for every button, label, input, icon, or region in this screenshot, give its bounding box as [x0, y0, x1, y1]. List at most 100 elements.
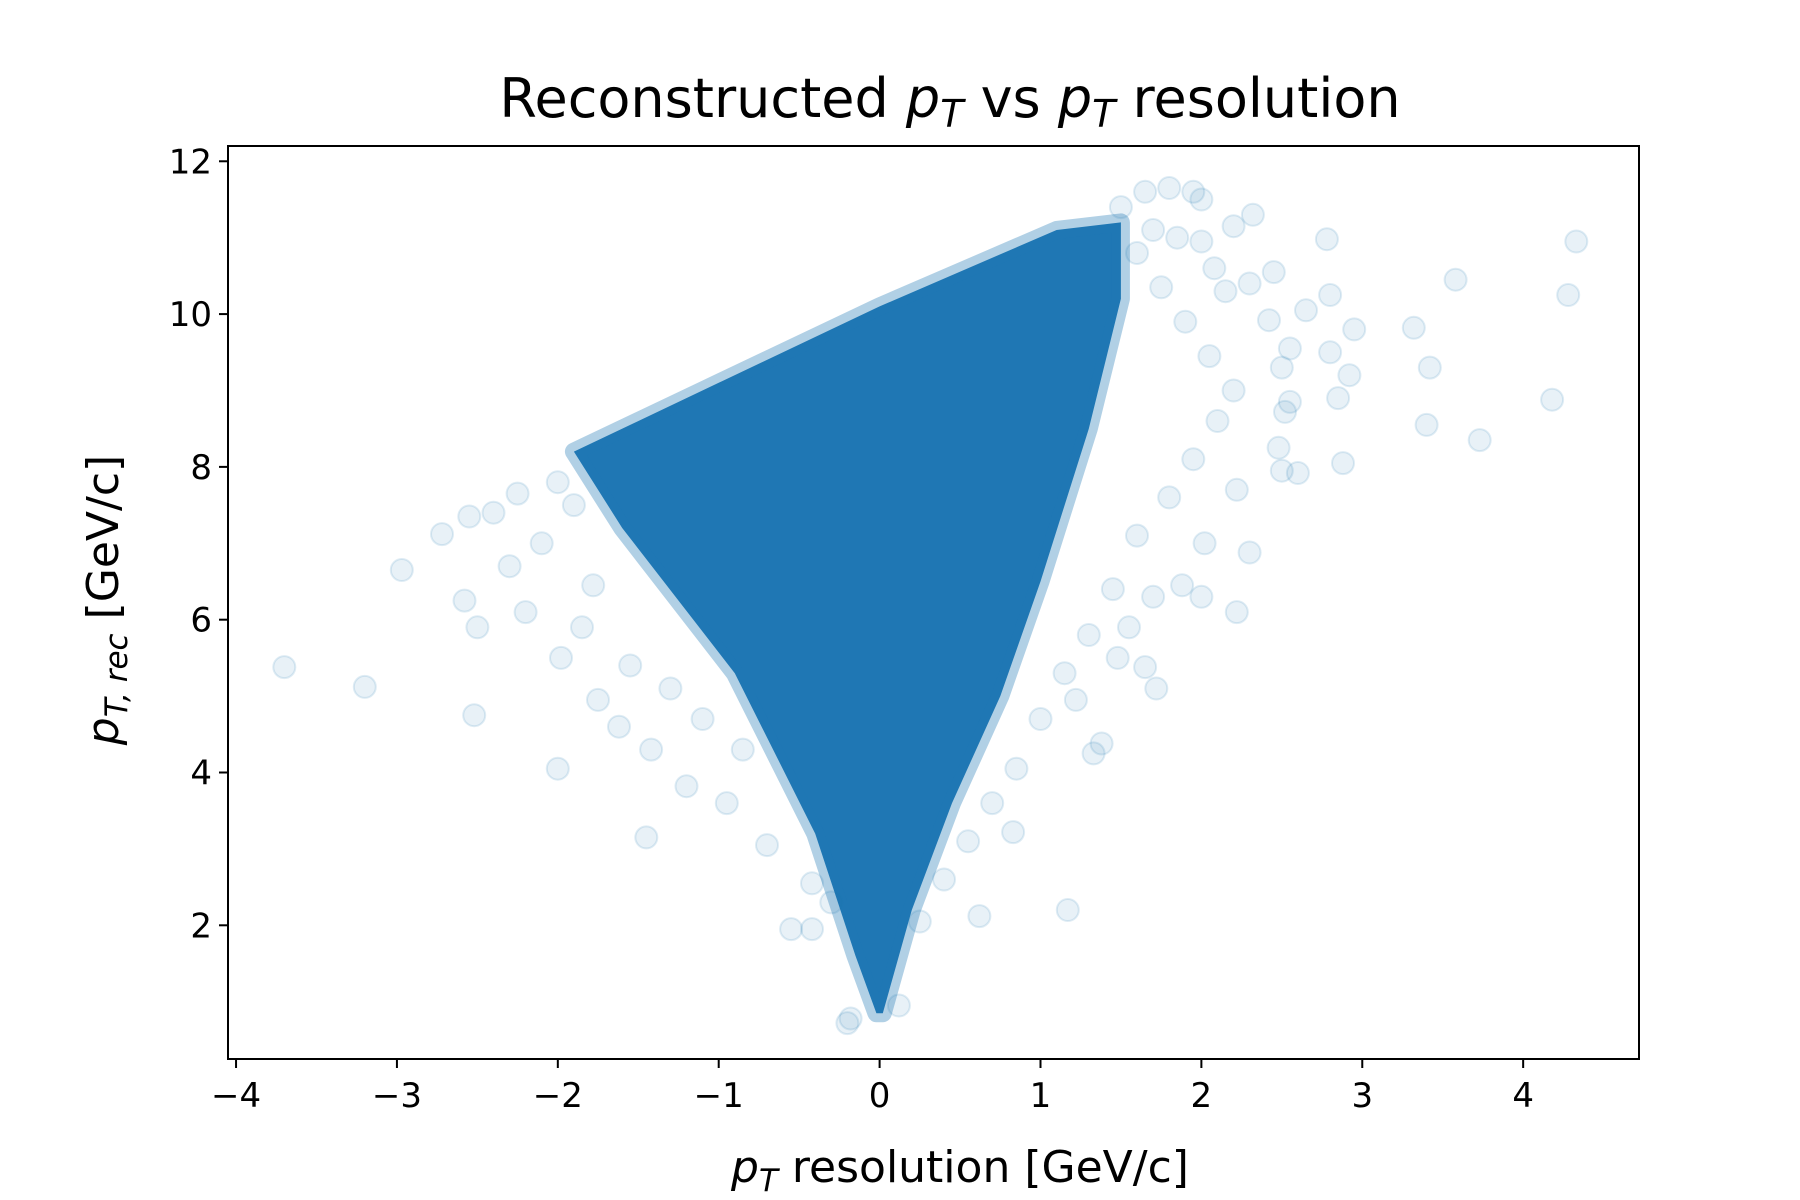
plot-frame: [227, 145, 1640, 1060]
scatter-point-85: [690, 707, 715, 731]
scatter-point-47: [1157, 176, 1182, 200]
scatter-point-58: [1192, 531, 1217, 556]
x-tick-label-0: −4: [211, 1076, 261, 1116]
scatter-point-11: [800, 917, 824, 942]
scatter-point-33: [1417, 355, 1442, 380]
scatter-point-94: [1076, 623, 1101, 647]
scatter-point-50: [1189, 229, 1214, 254]
scatter-point-23: [1331, 451, 1355, 476]
x-tick-label-8: 4: [1512, 1076, 1534, 1116]
scatter-point-4: [462, 703, 487, 728]
scatter-point-63: [1105, 645, 1130, 670]
y-axis-label: pT, rec [GeV/c]: [78, 455, 135, 746]
scatter-point-40: [1556, 283, 1581, 307]
scatter-point-55: [1269, 355, 1294, 380]
scatter-point-79: [581, 573, 606, 598]
x-tick-label-6: 2: [1191, 1076, 1213, 1116]
scatter-point-28: [1467, 428, 1492, 453]
scatter-point-89: [956, 829, 981, 854]
scatter-point-52: [1202, 256, 1227, 281]
scatter-point-3: [430, 522, 454, 547]
scatter-point-22: [1285, 461, 1310, 485]
scatter-point-72: [800, 871, 824, 896]
scatter-point-97: [1157, 485, 1182, 510]
scatter-point-75: [497, 554, 522, 579]
scatter-point-108: [838, 1006, 863, 1031]
scatter-point-32: [1401, 315, 1426, 340]
scatter-point-107: [835, 1011, 860, 1036]
scatter-point-82: [570, 615, 594, 640]
scatter-point-64: [1189, 584, 1214, 609]
scatter-point-46: [1181, 179, 1206, 204]
x-axis-label: pT resolution [GeV/c]: [730, 1142, 1189, 1199]
scatter-point-39: [1443, 267, 1468, 292]
scatter-point-62: [1063, 687, 1088, 712]
scatter-point-77: [545, 470, 570, 495]
y-tick-label-5: 12: [169, 142, 212, 182]
data-layer: [272, 176, 1589, 1036]
scatter-point-1: [352, 674, 377, 699]
scatter-point-95: [1100, 577, 1125, 602]
y-tick-label-2: 6: [190, 601, 212, 641]
scatter-points: [272, 176, 1589, 1036]
scatter-point-56: [1266, 435, 1291, 460]
scatter-point-54: [1213, 279, 1238, 304]
scatter-point-99: [1205, 409, 1230, 433]
scatter-point-6: [457, 504, 482, 529]
x-tick-label-2: −2: [533, 1076, 583, 1116]
scatter-point-18: [1133, 655, 1158, 680]
scatter-point-2: [389, 558, 414, 582]
scatter-point-92: [1028, 707, 1053, 731]
scatter-point-78: [561, 493, 586, 518]
y-axis-ticks: 2 4 6 8 10 12: [169, 142, 228, 946]
scatter-point-29: [1540, 387, 1565, 412]
scatter-point-21: [1269, 458, 1294, 483]
scatter-point-24: [1273, 399, 1297, 424]
scatter-point-74: [513, 600, 538, 625]
scatter-point-30: [1318, 340, 1343, 365]
scatter-point-42: [1314, 227, 1339, 252]
scatter-point-83: [618, 653, 643, 678]
scatter-point-8: [545, 756, 570, 781]
scatter-point-66: [586, 687, 610, 712]
x-tick-label-4: 0: [869, 1076, 891, 1116]
scatter-point-38: [1318, 283, 1343, 307]
scatter-point-88: [932, 867, 956, 892]
scatter-point-103: [1149, 275, 1174, 300]
scatter-point-9: [634, 825, 659, 850]
x-tick-label-1: −3: [372, 1076, 422, 1116]
x-tick-label-7: 3: [1351, 1076, 1373, 1116]
scatter-point-59: [1170, 573, 1195, 598]
scatter-point-87: [907, 909, 932, 934]
scatter-point-104: [1125, 241, 1149, 265]
scatter-point-76: [529, 531, 554, 556]
scatter-point-65: [549, 645, 573, 670]
scatter-point-98: [1181, 447, 1206, 472]
scatter-point-19: [1224, 600, 1249, 625]
scatter-point-12: [967, 904, 992, 929]
y-tick-label-0: 2: [190, 906, 212, 946]
scatter-point-90: [980, 791, 1005, 816]
scatter-point-60: [1141, 584, 1166, 609]
scatter-point-101: [1197, 344, 1222, 369]
y-tick-label-4: 10: [169, 295, 212, 335]
scatter-point-45: [1189, 187, 1214, 212]
scatter-point-80: [481, 500, 506, 525]
scatter-point-109: [886, 993, 911, 1018]
scatter-point-44: [1240, 202, 1265, 227]
scatter-point-26: [1326, 386, 1351, 411]
scatter-point-43: [1261, 260, 1286, 285]
y-tick-label-1: 4: [190, 753, 212, 793]
x-tick-label-5: 1: [1030, 1076, 1052, 1116]
scatter-point-93: [1052, 661, 1077, 686]
scatter-point-48: [1133, 179, 1158, 204]
scatter-point-61: [1117, 615, 1141, 640]
scatter-point-67: [607, 714, 631, 739]
scatter-point-15: [1081, 741, 1106, 766]
scatter-point-5: [452, 588, 477, 613]
scatter-point-35: [1277, 336, 1302, 361]
scatter-point-20: [1237, 540, 1262, 565]
scatter-point-71: [755, 833, 779, 858]
scatter-point-7: [465, 615, 490, 640]
scatter-point-91: [1004, 756, 1029, 781]
